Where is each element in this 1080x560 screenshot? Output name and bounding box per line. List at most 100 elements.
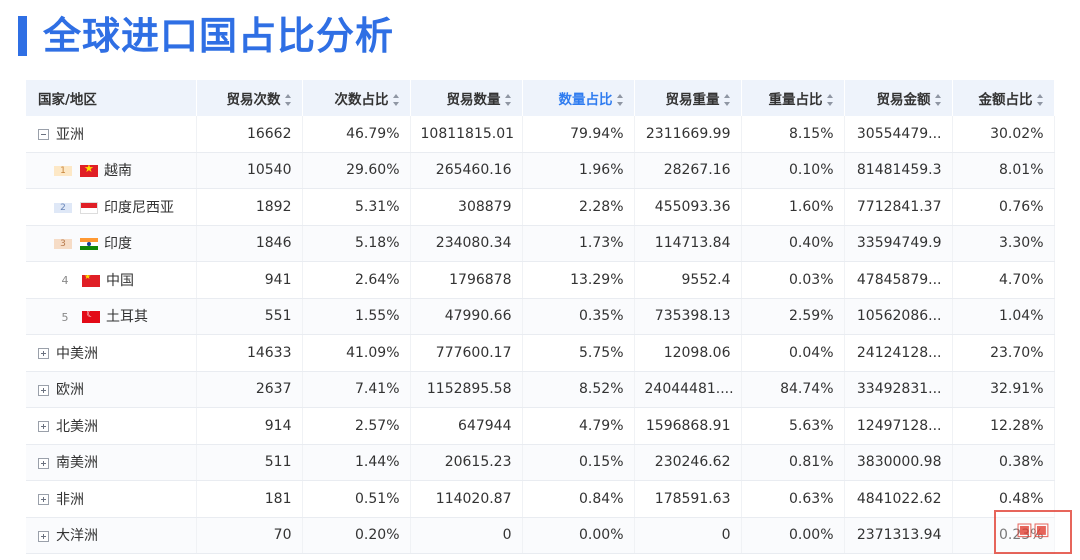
region-name: 南美洲 [56, 455, 98, 472]
region-row: 欧洲 2637 7.41% 1152895.58 8.52% 24044481.... 84… [26, 371, 1055, 408]
sort-icon[interactable] [392, 94, 400, 106]
country-row: 1 越南 1054029.60%265460.161.96%28267.160.10… [26, 152, 1055, 189]
cell-金额占比: 32.91% [952, 371, 1055, 408]
column-header-5[interactable]: 贸易重量 [634, 80, 742, 116]
sort-icon[interactable] [934, 94, 942, 106]
cell-次数占比: 2.64% [302, 261, 411, 299]
cell-数量占比: 1.73% [522, 225, 635, 262]
column-header-label: 贸易重量 [665, 92, 720, 108]
sort-icon[interactable] [284, 94, 292, 106]
cell-金额占比: 0.76% [952, 188, 1055, 226]
column-header-1[interactable]: 贸易次数 [196, 80, 303, 116]
cell-贸易数量: 47990.66 [410, 298, 523, 335]
row-name-cell: 2 印度尼西亚 [26, 188, 197, 226]
region-name: 欧洲 [56, 382, 84, 399]
cell-贸易次数: 941 [196, 261, 303, 299]
table-body: 亚洲 16662 46.79% 10811815.01 79.94% 2311669.99… [26, 116, 1055, 554]
rank-badge: 1 [54, 166, 72, 177]
cell-贸易重量: 12098.06 [634, 334, 742, 372]
cell-贸易重量: 114713.84 [634, 225, 742, 262]
expand-icon[interactable] [38, 384, 49, 396]
cell-贸易重量: 455093.36 [634, 188, 742, 226]
sort-icon[interactable] [826, 94, 834, 106]
cell-次数占比: 5.18% [302, 225, 411, 262]
cell-金额占比: 0.38% [952, 444, 1055, 481]
cell-重量占比: 0.03% [741, 261, 845, 299]
row-name-cell: 1 越南 [26, 152, 197, 189]
cell-贸易金额: 10562086... [844, 298, 953, 335]
cell-次数占比: 7.41% [302, 371, 411, 408]
rank-badge: 5 [61, 310, 69, 324]
sort-icon[interactable] [1036, 94, 1044, 106]
cell-数量占比: 0.35% [522, 298, 635, 335]
region-name: 大洋洲 [56, 528, 98, 545]
cell-贸易重量: 0 [634, 517, 742, 554]
column-header-7[interactable]: 贸易金额 [844, 80, 953, 116]
country-row: 5土耳其5511.55%47990.660.35%735398.132.59%1… [26, 298, 1055, 335]
cell-贸易重量: 735398.13 [634, 298, 742, 335]
row-name-cell: 亚洲 [26, 116, 197, 153]
cell-重量占比: 0.40% [741, 225, 845, 262]
cell-贸易数量: 777600.17 [410, 334, 523, 372]
cell-数量占比: 1.96% [522, 152, 635, 189]
collapse-icon[interactable] [38, 129, 49, 141]
expand-icon[interactable] [38, 348, 49, 360]
cell-贸易金额: 30554479... [844, 116, 953, 153]
column-header-label: 数量占比 [558, 92, 613, 108]
cell-金额占比: 30.02% [952, 116, 1055, 153]
column-header-2[interactable]: 次数占比 [302, 80, 411, 116]
country-name: 中国 [106, 272, 134, 289]
sort-icon[interactable] [504, 94, 512, 106]
cell-数量占比: 0.15% [522, 444, 635, 481]
cell-贸易数量: 1152895.58 [410, 371, 523, 408]
column-header-3[interactable]: 贸易数量 [410, 80, 523, 116]
sort-icon[interactable] [616, 94, 624, 106]
cell-贸易金额: 47845879... [844, 261, 953, 299]
cell-贸易次数: 1892 [196, 188, 303, 226]
cell-贸易数量: 234080.34 [410, 225, 523, 262]
column-header-label: 国家/地区 [38, 92, 97, 108]
expand-icon[interactable] [38, 421, 49, 433]
region-row: 北美洲 914 2.57% 647944 4.79% 1596868.91 5.63% 124… [26, 407, 1055, 445]
cell-金额占比: 8.01% [952, 152, 1055, 189]
cell-贸易金额: 24124128... [844, 334, 953, 372]
cell-贸易重量: 28267.16 [634, 152, 742, 189]
flag-cn-icon [82, 274, 100, 287]
region-row: 大洋洲 70 0.20% 0 0.00% 0 0.00% 2371313.94 0.23% [26, 517, 1055, 554]
cell-贸易数量: 265460.16 [410, 152, 523, 189]
region-row: 南美洲 511 1.44% 20615.23 0.15% 230246.62 0.81% 38… [26, 444, 1055, 481]
column-header-4[interactable]: 数量占比 [522, 80, 635, 116]
title-accent-bar [18, 16, 27, 56]
expand-icon[interactable] [38, 494, 49, 506]
sort-icon[interactable] [723, 94, 731, 106]
column-header-6[interactable]: 重量占比 [741, 80, 845, 116]
country-row: 3 印度 1846 5.18% 234080.34 1.73% 114713.84 0.40%… [26, 225, 1055, 262]
table-header: 国家/地区 贸易次数 次数占比 贸易数量 数量占比 贸易重量 重量占比 贸易金额 金额占比 [26, 80, 1055, 116]
region-row: 亚洲 16662 46.79% 10811815.01 79.94% 2311669.99… [26, 116, 1055, 153]
cell-贸易金额: 3830000.98 [844, 444, 953, 481]
row-name-cell: 欧洲 [26, 371, 197, 408]
cell-贸易重量: 1596868.91 [634, 407, 742, 445]
expand-icon[interactable] [38, 457, 49, 469]
country-name: 越南 [104, 163, 132, 180]
cell-贸易次数: 511 [196, 444, 303, 481]
row-name-cell: 大洋洲 [26, 517, 197, 554]
flag-vn-icon [80, 165, 98, 178]
flag-id-icon [80, 201, 98, 214]
cell-贸易数量: 0 [410, 517, 523, 554]
import-share-table: 国家/地区 贸易次数 次数占比 贸易数量 数量占比 贸易重量 重量占比 贸易金额 金额占比 亚洲… [26, 80, 1055, 554]
cell-重量占比: 2.59% [741, 298, 845, 335]
cell-次数占比: 2.57% [302, 407, 411, 445]
column-header-label: 重量占比 [768, 92, 823, 108]
cell-贸易数量: 308879 [410, 188, 523, 226]
column-header-8[interactable]: 金额占比 [952, 80, 1055, 116]
column-header-label: 贸易数量 [446, 92, 501, 108]
cell-数量占比: 0.84% [522, 480, 635, 518]
expand-icon[interactable] [38, 530, 49, 542]
cell-贸易次数: 2637 [196, 371, 303, 408]
cell-重量占比: 0.81% [741, 444, 845, 481]
cell-贸易数量: 20615.23 [410, 444, 523, 481]
cell-贸易数量: 114020.87 [410, 480, 523, 518]
cell-数量占比: 5.75% [522, 334, 635, 372]
rank-badge: 2 [54, 202, 72, 213]
